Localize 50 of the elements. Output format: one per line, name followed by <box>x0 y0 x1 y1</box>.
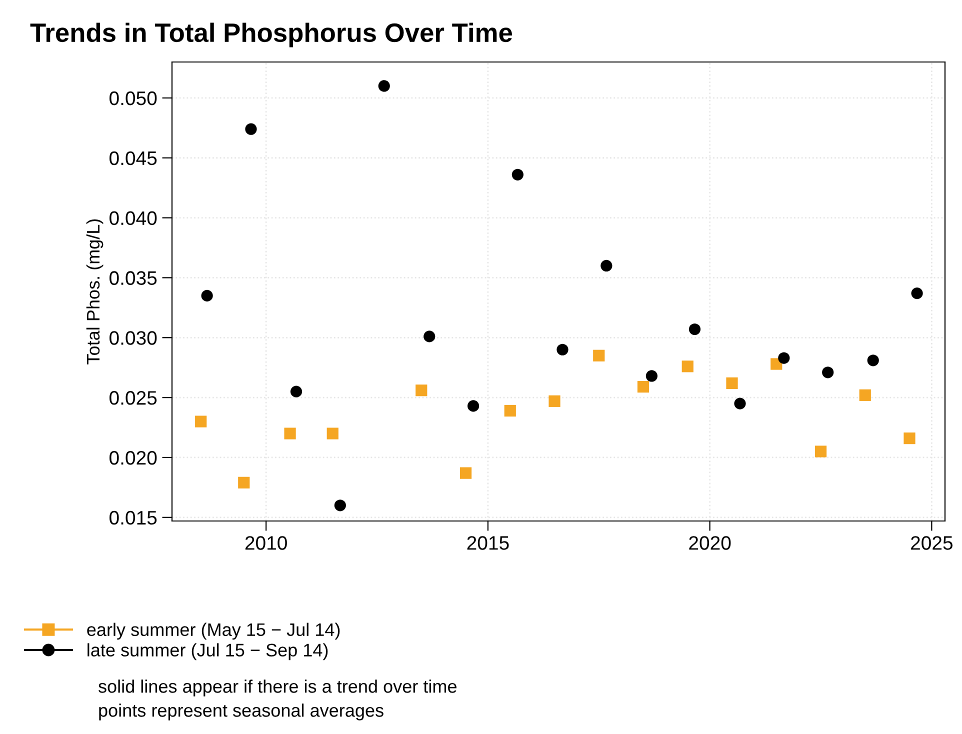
point <box>859 389 871 401</box>
text: points represent seasonal averages <box>99 704 384 720</box>
y-axis-title: Total Phos. (mg/L) <box>86 219 104 364</box>
point <box>326 428 338 440</box>
point <box>290 386 302 398</box>
point <box>556 344 568 356</box>
point <box>726 377 738 389</box>
x-tick-label: 2010 <box>245 536 287 550</box>
legend-label: early summer (May 15 − Jul 14) <box>87 622 340 640</box>
y-tick-label: 0.030 <box>110 331 157 345</box>
y-tick-label: 0.020 <box>110 450 157 465</box>
point <box>284 428 296 440</box>
y-tick-label: 0.040 <box>110 211 157 226</box>
point <box>245 123 257 135</box>
chart-title: Trends in Total Phosphorus Over Time <box>30 22 512 48</box>
point <box>238 476 250 488</box>
text: solid lines appear if there is a trend over time <box>98 680 456 696</box>
point <box>600 260 612 272</box>
point <box>778 352 790 364</box>
x-tick-label: 2025 <box>911 536 953 550</box>
point <box>814 446 827 458</box>
point <box>416 384 428 396</box>
point <box>637 380 650 393</box>
point <box>504 404 516 417</box>
y-tick-label: 0.045 <box>110 151 157 166</box>
point <box>424 330 436 342</box>
point <box>378 80 390 92</box>
point <box>512 168 524 180</box>
y-tick-label: 0.050 <box>110 91 157 106</box>
point <box>334 500 346 512</box>
point <box>195 416 207 428</box>
point <box>593 350 605 362</box>
point <box>822 366 834 378</box>
y-tick-label: 0.025 <box>110 391 157 405</box>
point <box>904 432 916 444</box>
point <box>201 290 213 302</box>
x-tick-label: 2015 <box>467 536 509 550</box>
point <box>734 398 746 410</box>
x-tick-label: 2020 <box>689 536 731 550</box>
y-tick-label: 0.015 <box>110 510 157 525</box>
point <box>460 467 472 479</box>
legend-label: late summer (Jul 15 − Sep 14) <box>88 643 328 660</box>
point <box>548 395 560 407</box>
y-tick-label: 0.035 <box>110 271 157 285</box>
point <box>682 360 694 372</box>
point <box>911 287 923 300</box>
point <box>688 323 701 336</box>
point <box>867 354 879 366</box>
point <box>467 400 480 412</box>
point <box>646 370 658 382</box>
